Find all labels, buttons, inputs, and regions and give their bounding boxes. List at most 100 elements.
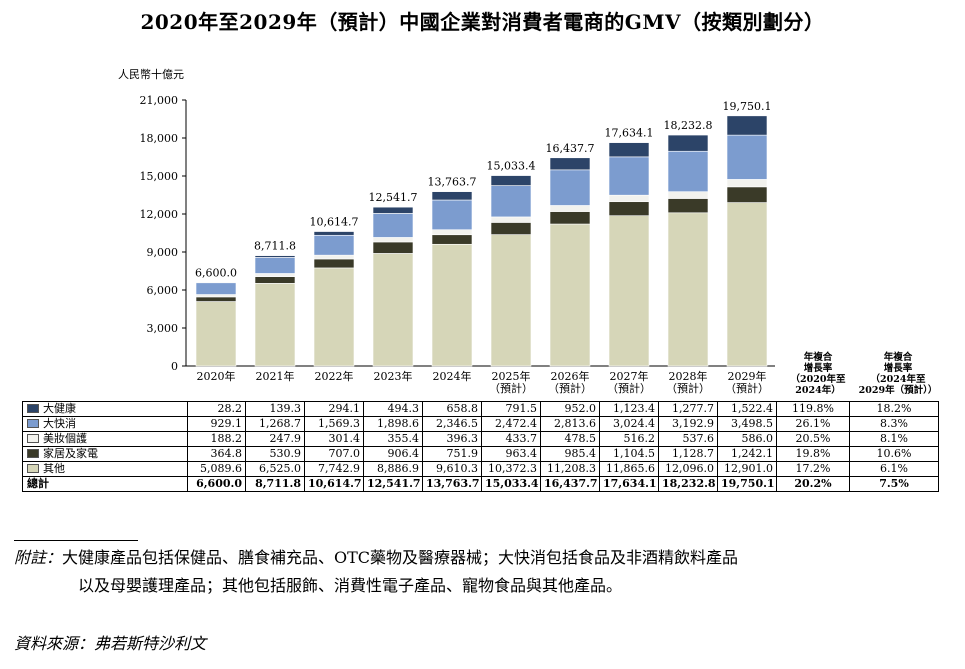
bar-segment	[313, 258, 355, 269]
table-cell: 530.9	[245, 446, 305, 462]
x-tick-label: 2027年	[610, 369, 649, 383]
bar-segment	[490, 222, 532, 235]
table-cell: 433.7	[481, 431, 541, 447]
bar-segment	[313, 267, 355, 367]
bar-segment	[431, 229, 473, 236]
bar-segment	[490, 185, 532, 218]
bar-segment	[254, 283, 296, 367]
table-cell: 537.6	[658, 431, 718, 447]
table-cell: 8,886.9	[363, 461, 423, 477]
table-cell: 6,600.0	[187, 476, 246, 492]
table-cell: 15,033.4	[481, 476, 541, 492]
data-table: 大健康 28.2 139.3 294.1 494.3 658.8 791.5 952.0 1,1…	[22, 401, 939, 492]
cagr-header: 增長率	[884, 362, 913, 374]
total-label: 10,614.7	[310, 216, 359, 229]
bar-segment	[667, 134, 709, 152]
bar-segment	[372, 213, 414, 238]
bar-segment	[549, 205, 591, 212]
bar-segment	[313, 231, 355, 236]
cagr-cell: 20.2%	[776, 476, 850, 492]
cagr-cell: 6.1%	[849, 461, 939, 477]
y-tick-label: 21,000	[140, 94, 179, 107]
bar-segment	[608, 194, 650, 203]
table-cell: 586.0	[717, 431, 777, 447]
bar-segment	[667, 212, 709, 367]
table-row: 大健康 28.2 139.3 294.1 494.3 658.8 791.5 952.0 1,1…	[22, 401, 939, 417]
bar-segment	[195, 296, 237, 302]
bar-segment	[195, 282, 237, 295]
table-cell: 28.2	[187, 401, 246, 417]
bar-segment	[195, 294, 237, 298]
y-tick-label: 0	[171, 360, 178, 373]
table-cell: 396.3	[422, 431, 482, 447]
bar-segment	[254, 257, 296, 274]
row-label: 總計	[22, 476, 188, 492]
x-tick-label: 2024年	[433, 369, 472, 383]
legend-swatch	[27, 404, 39, 413]
legend-label: 其他	[43, 462, 65, 475]
total-label: 8,711.8	[254, 240, 296, 253]
table-cell: 906.4	[363, 446, 423, 462]
legend-swatch	[27, 434, 39, 443]
x-tick-label: 2029年	[728, 369, 767, 383]
bar-segment	[490, 216, 532, 223]
bar-segment	[490, 175, 532, 186]
table-cell: 7,742.9	[304, 461, 364, 477]
bar-segment	[372, 253, 414, 367]
cagr-header: 年複合	[884, 351, 913, 363]
cagr-header: 2029年（預計））	[859, 384, 938, 396]
y-tick-label: 3,000	[147, 322, 179, 335]
cagr-header: （2020年至	[791, 373, 846, 385]
bar-segment	[726, 115, 768, 136]
table-cell: 2,346.5	[422, 416, 482, 432]
bar-segment	[726, 202, 768, 367]
x-tick-label: 2021年	[256, 369, 295, 383]
bar-segment	[667, 150, 709, 192]
table-cell: 1,898.6	[363, 416, 423, 432]
row-label: 其他	[22, 461, 188, 477]
total-label: 15,033.4	[487, 160, 536, 173]
row-label: 美妝個護	[22, 431, 188, 447]
cagr-cell: 8.3%	[849, 416, 939, 432]
table-cell: 478.5	[540, 431, 600, 447]
table-cell: 1,128.7	[658, 446, 718, 462]
table-cell: 8,711.8	[245, 476, 305, 492]
bar-segment	[431, 199, 473, 231]
legend-label: 美妝個護	[43, 432, 87, 445]
table-cell: 10,372.3	[481, 461, 541, 477]
bar-segment	[313, 234, 355, 256]
table-cell: 9,610.3	[422, 461, 482, 477]
chart-title: 2020年至2029年（預計）中國企業對消費者電商的GMV（按類別劃分）	[140, 10, 825, 34]
y-tick-label: 12,000	[140, 208, 179, 221]
bar-segment	[608, 156, 650, 196]
cagr-cell: 18.2%	[849, 401, 939, 417]
table-cell: 751.9	[422, 446, 482, 462]
bars	[195, 115, 768, 367]
table-body: 大健康 28.2 139.3 294.1 494.3 658.8 791.5 952.0 1,1…	[22, 401, 939, 492]
labels: 6,600.0 2020年 8,711.8 2021年 10,614.7 2022年 12,…	[195, 100, 937, 396]
table-cell: 6,525.0	[245, 461, 305, 477]
table-cell: 985.4	[540, 446, 600, 462]
table-row: 美妝個護 188.2 247.9 301.4 355.4 396.3 433.7 478.5 5…	[22, 431, 939, 447]
bar-segment	[549, 223, 591, 367]
total-label: 6,600.0	[195, 266, 237, 279]
total-label: 19,750.1	[723, 100, 772, 113]
cagr-cell: 19.8%	[776, 446, 850, 462]
bar-segment	[431, 191, 473, 201]
bar-segment	[195, 301, 237, 367]
bar-segment	[726, 179, 768, 188]
note-text-1: 大健康產品包括保健品、膳食補充品、OTC藥物及醫療器械；大快消包括食品及非酒精飲…	[62, 548, 739, 567]
bar-segment	[726, 134, 768, 180]
table-cell: 247.9	[245, 431, 305, 447]
table-cell: 12,096.0	[658, 461, 718, 477]
table-cell: 2,472.4	[481, 416, 541, 432]
bar-segment	[549, 157, 591, 171]
table-cell: 952.0	[540, 401, 600, 417]
total-label: 18,232.8	[664, 119, 713, 132]
x-tick-label: 2022年	[315, 369, 354, 383]
cagr-cell: 17.2%	[776, 461, 850, 477]
table-cell: 13,763.7	[422, 476, 482, 492]
table-cell: 355.4	[363, 431, 423, 447]
legend-label: 總計	[27, 477, 49, 490]
cagr-cell: 20.5%	[776, 431, 850, 447]
